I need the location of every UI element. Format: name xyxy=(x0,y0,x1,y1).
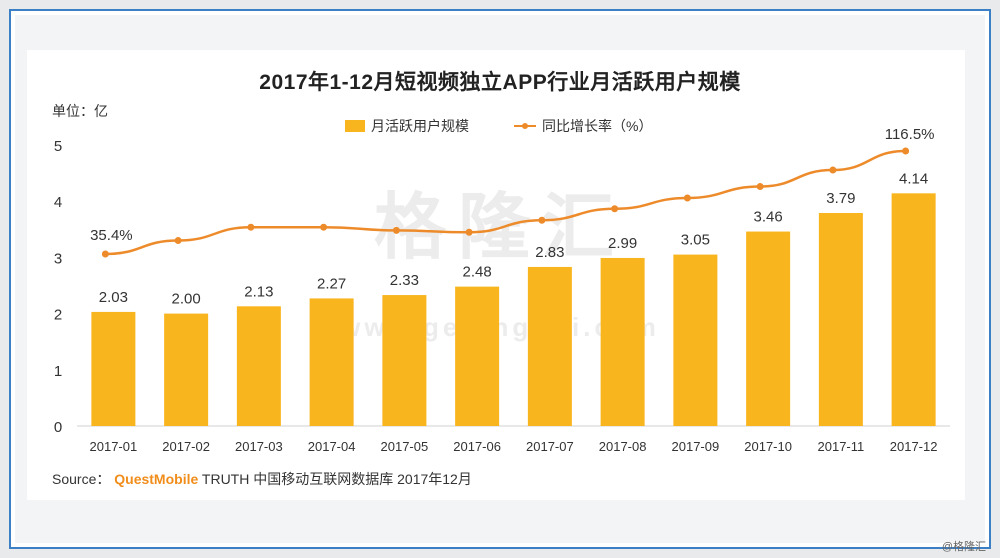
x-tick-label: 2017-04 xyxy=(308,439,356,454)
y-tick-label: 3 xyxy=(54,250,62,267)
bar xyxy=(164,313,209,426)
growth-line xyxy=(105,149,906,256)
source-rest: TRUTH 中国移动互联网数据库 2017年12月 xyxy=(201,471,472,487)
x-tick-label: 2017-11 xyxy=(818,439,865,454)
growth-value-label: 116.5% xyxy=(885,126,935,143)
bar-value-label: 2.00 xyxy=(172,291,201,308)
growth-point xyxy=(465,228,473,236)
corner-watermark: @格隆汇 xyxy=(941,541,986,553)
source-prefix: Source： xyxy=(52,471,111,487)
bar xyxy=(746,231,791,426)
chart-title: 2017年1-12月短视频独立APP行业月活跃用户规模 xyxy=(259,71,741,94)
y-tick-label: 2 xyxy=(54,307,62,324)
x-tick-label: 2017-01 xyxy=(90,439,138,454)
x-tick-label: 2017-07 xyxy=(526,439,574,454)
legend-line-label: 同比增长率（%） xyxy=(542,118,653,134)
growth-point xyxy=(320,223,328,231)
y-tick-label: 4 xyxy=(54,194,62,211)
bar-value-label: 3.79 xyxy=(826,190,855,207)
x-tick-label: 2017-02 xyxy=(162,439,210,454)
legend-bar-swatch xyxy=(345,120,365,132)
bar-value-label: 2.33 xyxy=(390,272,419,289)
legend-bar: 月活跃用户规模 xyxy=(345,117,469,135)
bar-value-label: 3.46 xyxy=(754,209,783,226)
bar-value-label: 3.05 xyxy=(681,232,710,249)
growth-point xyxy=(683,194,691,202)
bar xyxy=(236,306,281,426)
bar xyxy=(455,286,500,426)
growth-point xyxy=(392,226,400,234)
bar xyxy=(891,193,936,426)
bar xyxy=(600,257,645,426)
growth-point xyxy=(247,223,255,231)
x-tick-label: 2017-06 xyxy=(453,439,501,454)
source-brand: QuestMobile xyxy=(114,471,199,487)
x-tick-label: 2017-08 xyxy=(599,439,647,454)
growth-point xyxy=(101,250,109,258)
y-tick-label: 1 xyxy=(54,363,62,380)
bar-value-label: 2.03 xyxy=(99,289,128,306)
bar xyxy=(673,254,718,426)
legend-line-swatch xyxy=(514,123,536,129)
legend-line: 同比增长率（%） xyxy=(514,117,652,135)
bar xyxy=(818,213,863,426)
x-tick-label: 2017-12 xyxy=(890,439,938,454)
x-tick-label: 2017-05 xyxy=(381,439,429,454)
y-tick-label: 0 xyxy=(54,419,62,436)
x-tick-label: 2017-03 xyxy=(235,439,283,454)
bar-value-label: 2.83 xyxy=(535,244,564,261)
unit-label: 单位：亿 xyxy=(52,103,108,119)
growth-point xyxy=(756,183,764,191)
legend-bar-label: 月活跃用户规模 xyxy=(371,118,469,134)
growth-point xyxy=(611,205,619,213)
y-tick-label: 5 xyxy=(54,138,62,155)
growth-point xyxy=(829,166,837,174)
x-tick-label: 2017-09 xyxy=(672,439,720,454)
growth-point xyxy=(538,216,546,224)
bar xyxy=(382,295,427,426)
bar xyxy=(91,311,136,426)
bar-value-label: 2.99 xyxy=(608,235,637,252)
watermark-text: 格隆汇 xyxy=(374,185,626,269)
bar-value-label: 4.14 xyxy=(899,170,928,187)
bar-value-label: 2.48 xyxy=(463,264,492,281)
bar xyxy=(309,298,354,426)
growth-point xyxy=(174,237,182,245)
bar-value-label: 2.27 xyxy=(317,275,346,292)
bar xyxy=(527,266,572,426)
growth-value-label: 35.4% xyxy=(90,227,133,244)
source-note: Source： QuestMobile TRUTH 中国移动互联网数据库 201… xyxy=(52,469,472,489)
x-tick-label: 2017-10 xyxy=(744,439,792,454)
growth-point xyxy=(902,147,910,155)
bar-value-label: 2.13 xyxy=(244,283,273,300)
